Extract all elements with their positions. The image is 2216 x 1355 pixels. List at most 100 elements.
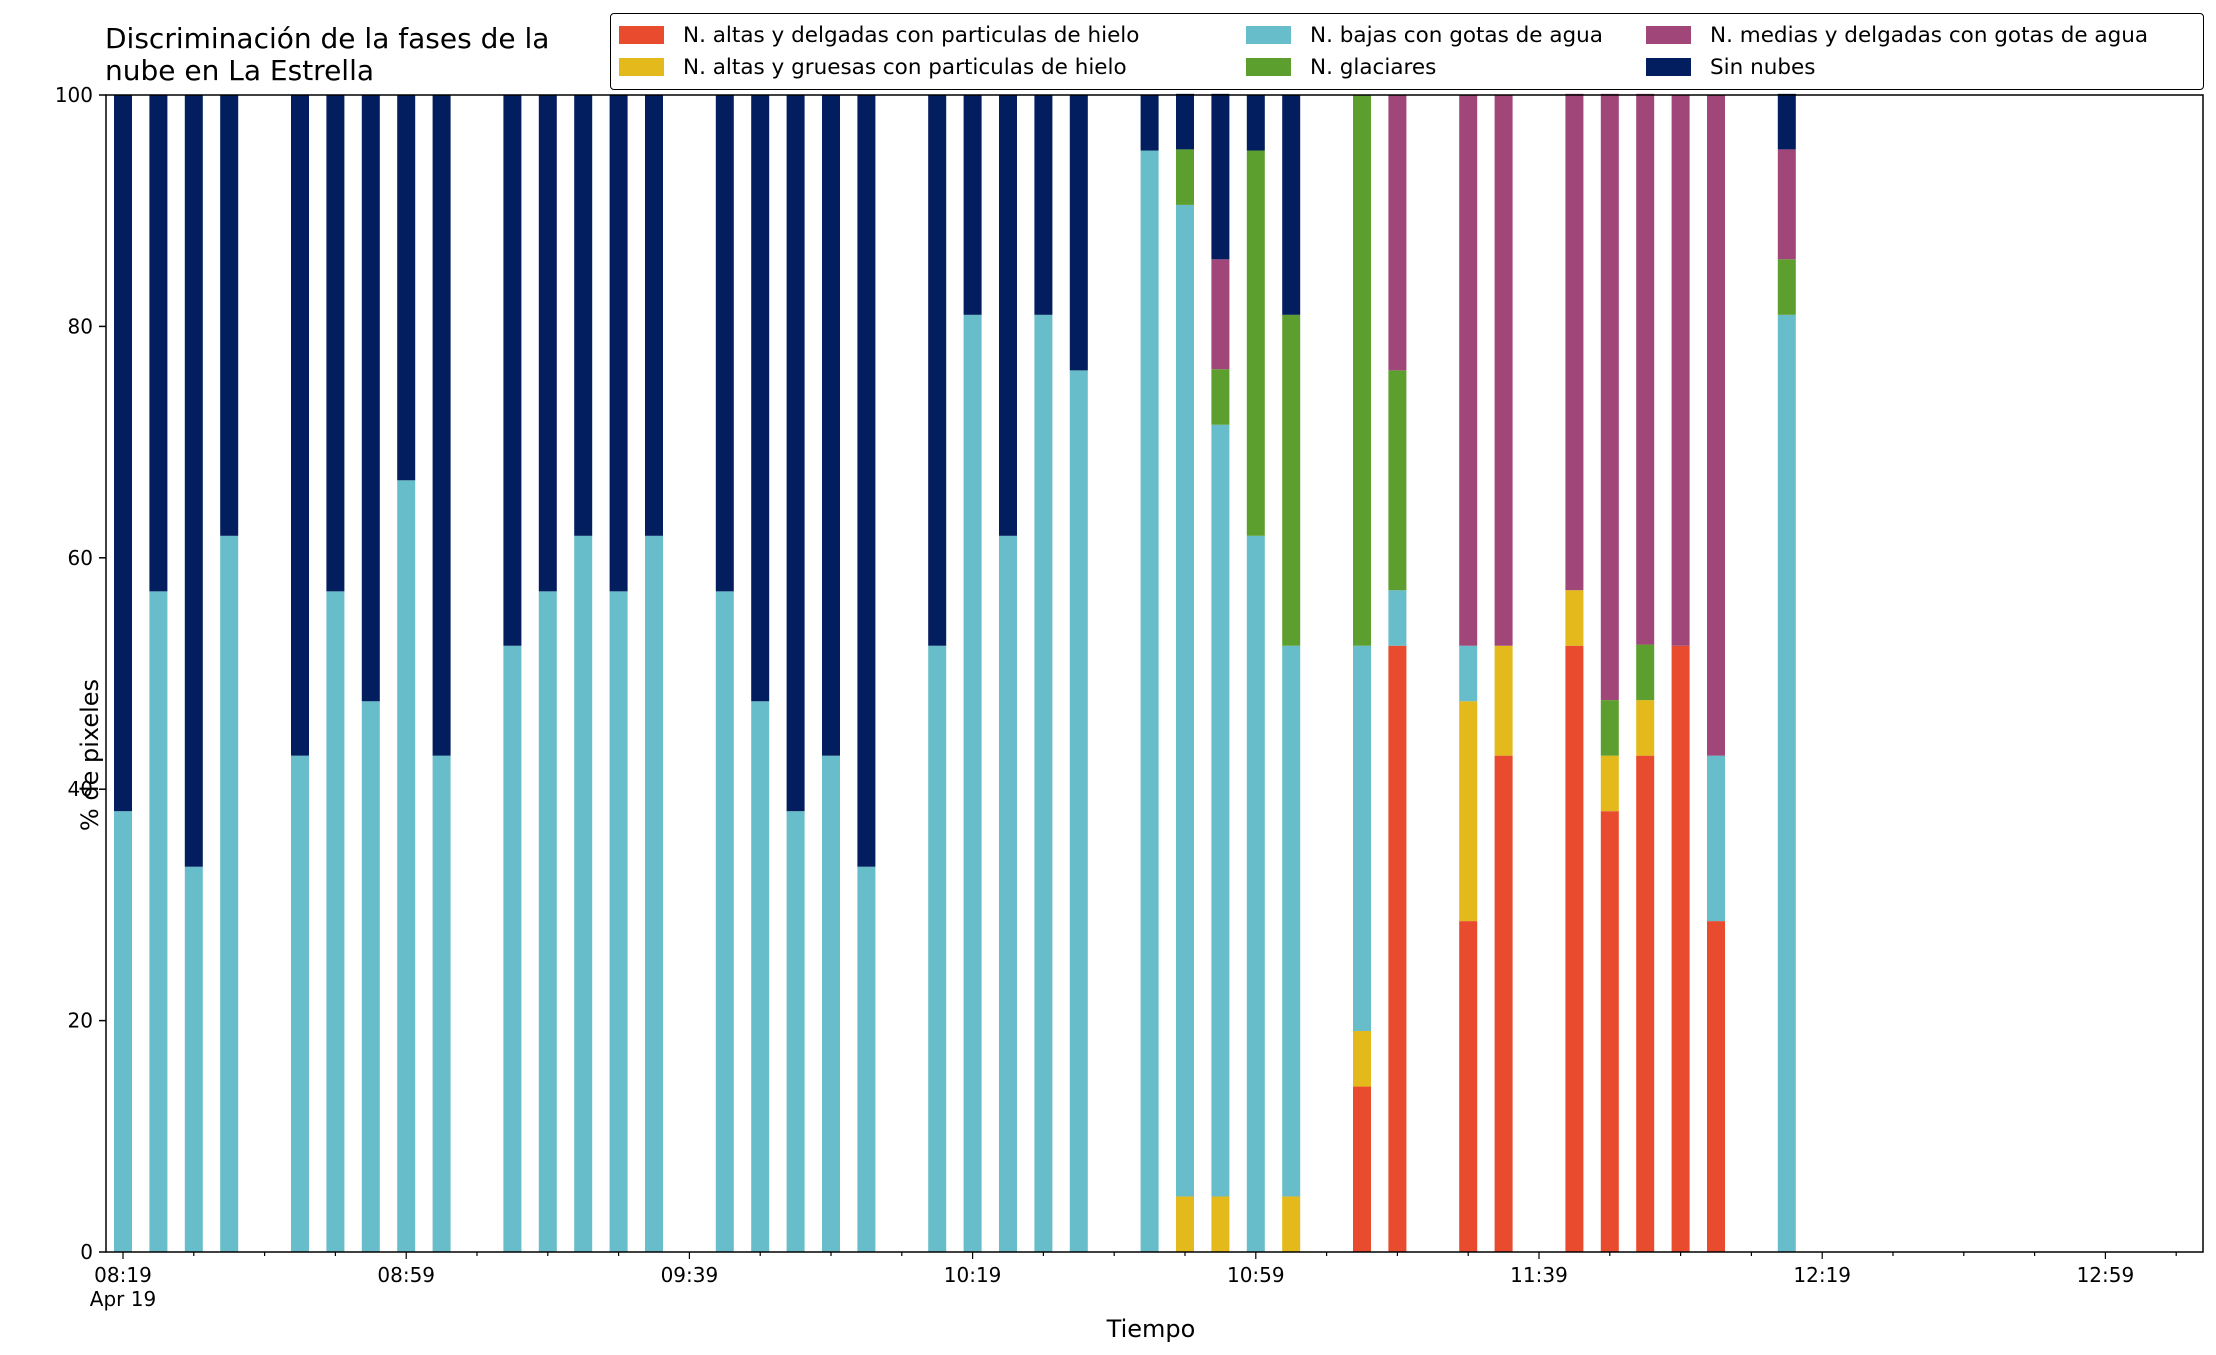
bar-segment-31-4: [1459, 95, 1478, 646]
chart-title-line-1: Discriminación de la fases de la: [105, 22, 550, 55]
y-tick-label: 100: [55, 83, 93, 107]
legend-item-altas-gruesas: N. altas y gruesas con particulas de hie…: [619, 51, 1127, 83]
bar-segment-14-5: [715, 95, 734, 592]
bar-segment-23-2: [1069, 370, 1088, 1252]
bar-segment-19-2: [928, 645, 947, 1252]
legend-swatch-glaciares: [1246, 58, 1291, 76]
bar-segment-25-2: [1176, 204, 1194, 1197]
y-tick-label: 80: [68, 314, 93, 338]
bar-segment-35-0: [1636, 755, 1655, 1252]
bar-segment-36-4: [1671, 95, 1690, 646]
x-tick-label: 09:39: [661, 1263, 719, 1287]
bar-segment-21-5: [999, 95, 1017, 536]
bar-segment-9-5: [503, 95, 522, 646]
bar-segment-30-4: [1388, 95, 1407, 371]
bar-segment-33-1: [1565, 590, 1584, 646]
bar-segment-30-0: [1388, 645, 1407, 1252]
legend-swatch-bajas: [1246, 26, 1291, 44]
x-tick-label: 10:19: [944, 1263, 1002, 1287]
bar-segment-17-5: [822, 95, 840, 756]
bar-segment-32-4: [1494, 95, 1513, 646]
bar-segment-32-1: [1494, 645, 1513, 756]
bar-segment-6-5: [361, 95, 380, 702]
plot-frame: [105, 94, 2204, 1253]
y-tick-label: 20: [68, 1009, 93, 1033]
bar-segment-4-2: [291, 755, 309, 1252]
bar-segment-10-5: [538, 95, 557, 592]
bar-segment-36-0: [1671, 645, 1690, 1252]
bar-segment-27-5: [1246, 95, 1265, 151]
bar-segment-24-2: [1140, 150, 1159, 1252]
bar-segment-26-2: [1211, 424, 1230, 1197]
bar-segment-3-5: [220, 95, 239, 536]
bar-segment-15-2: [751, 701, 770, 1252]
bar-segment-21-2: [999, 535, 1017, 1252]
bar-segment-25-1: [1176, 1196, 1194, 1252]
legend-label: N. bajas con gotas de agua: [1310, 22, 1603, 48]
bar-segment-28-2: [1282, 645, 1301, 1197]
x-tick-label: 11:39: [1510, 1263, 1568, 1287]
x-axis-label: Tiempo: [1106, 1315, 1196, 1343]
bar-segment-17-2: [822, 755, 840, 1252]
bar-segment-12-5: [609, 95, 628, 592]
legend-swatch-altas-gruesas: [619, 58, 664, 76]
bar-segment-14-2: [715, 591, 734, 1252]
y-tick-label: 0: [80, 1240, 93, 1264]
legend-swatch-sin-nubes: [1646, 58, 1691, 76]
bar-segment-11-2: [574, 535, 593, 1252]
bar-segment-2-2: [184, 866, 203, 1252]
bars-layer: [114, 93, 1796, 1253]
legend-label: N. glaciares: [1310, 54, 1437, 80]
bar-segment-19-5: [928, 95, 947, 646]
chart-title-line-2: nube en La Estrella: [105, 54, 375, 87]
bar-segment-25-3: [1176, 149, 1194, 205]
bar-segment-3-2: [220, 535, 239, 1252]
bar-segment-37-2: [1707, 755, 1725, 922]
legend-item-sin-nubes: Sin nubes: [1646, 51, 1815, 83]
bar-segment-35-1: [1636, 700, 1655, 756]
bar-segment-1-5: [149, 95, 168, 592]
legend-item-glaciares: N. glaciares: [1246, 51, 1436, 83]
bar-segment-8-2: [432, 755, 451, 1252]
bar-segment-16-5: [786, 95, 805, 812]
bar-segment-7-5: [397, 95, 416, 481]
bar-segment-28-3: [1282, 314, 1301, 646]
bar-segment-5-2: [326, 591, 345, 1252]
bar-segment-10-2: [538, 591, 557, 1252]
bar-segment-32-0: [1494, 755, 1513, 1252]
bar-segment-38-2: [1777, 314, 1796, 1253]
legend-label: Sin nubes: [1710, 54, 1816, 80]
bar-segment-31-1: [1459, 701, 1478, 922]
bar-segment-34-0: [1600, 811, 1619, 1252]
bar-segment-18-2: [857, 866, 876, 1252]
x-tick-label: 08:19: [94, 1263, 152, 1287]
bar-segment-26-4: [1211, 259, 1230, 370]
bar-segment-13-5: [645, 95, 663, 536]
y-tick-label: 60: [68, 546, 93, 570]
bar-segment-13-2: [645, 535, 663, 1252]
bar-segment-28-5: [1282, 95, 1301, 315]
bar-segment-38-3: [1777, 259, 1796, 315]
bar-segment-29-2: [1353, 645, 1371, 1032]
x-tick-label: 08:59: [377, 1263, 435, 1287]
legend-label: N. altas y delgadas con particulas de hi…: [683, 22, 1140, 48]
bar-segment-31-0: [1459, 921, 1478, 1252]
bar-segment-4-5: [291, 95, 309, 756]
bar-segment-24-5: [1140, 95, 1159, 151]
bar-segment-20-5: [963, 95, 982, 315]
bar-segment-25-5: [1176, 93, 1194, 150]
bar-segment-34-1: [1600, 755, 1619, 812]
x-date-label: Apr 19: [90, 1287, 156, 1311]
bar-segment-26-3: [1211, 369, 1230, 425]
x-tick-label: 12:19: [1793, 1263, 1851, 1287]
legend-item-medias: N. medias y delgadas con gotas de agua: [1646, 19, 2148, 51]
bar-segment-23-5: [1069, 95, 1088, 371]
bar-segment-1-2: [149, 591, 168, 1252]
legend: N. altas y delgadas con particulas de hi…: [610, 13, 2204, 90]
bar-segment-34-3: [1600, 700, 1619, 756]
bar-segment-27-2: [1246, 535, 1265, 1252]
legend-swatch-altas-delgadas: [619, 26, 664, 44]
bar-segment-29-3: [1353, 95, 1371, 646]
